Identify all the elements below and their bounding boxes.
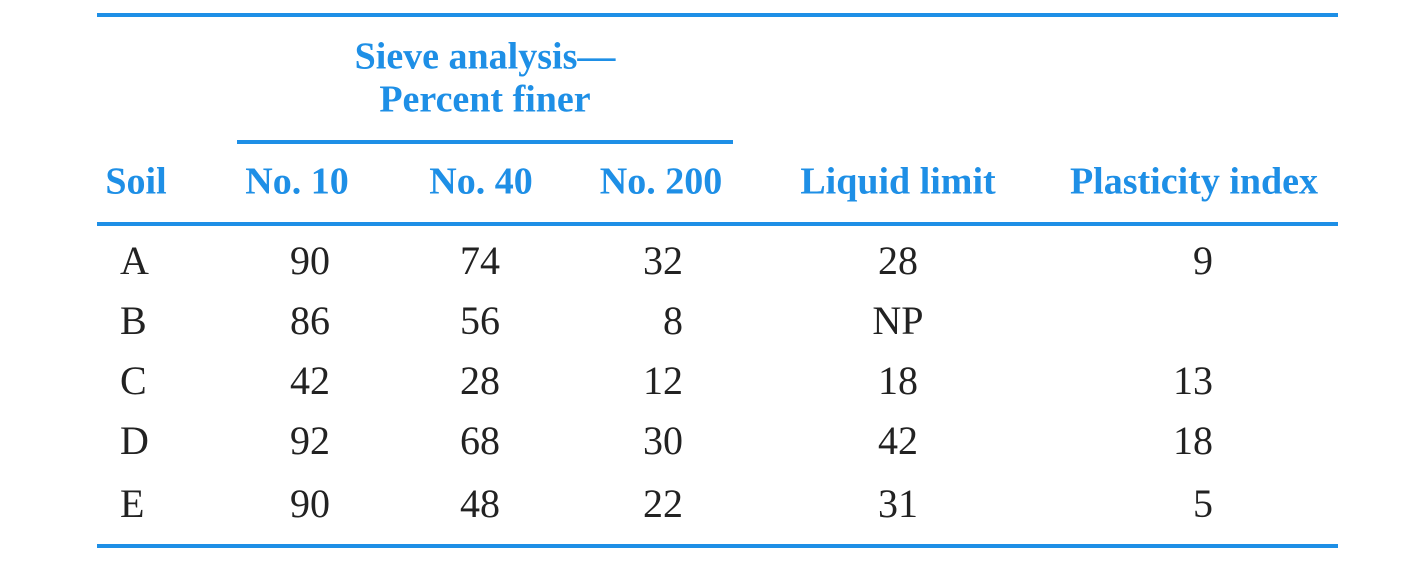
cell: 32 bbox=[643, 238, 683, 283]
cell: 31 bbox=[878, 481, 918, 526]
cell: 92 bbox=[290, 418, 330, 463]
row-label: D bbox=[120, 418, 149, 463]
column-header: No. 200 bbox=[600, 161, 722, 203]
cell: 12 bbox=[643, 358, 683, 403]
cell: 42 bbox=[878, 418, 918, 463]
cell: 90 bbox=[290, 481, 330, 526]
row-label: A bbox=[120, 238, 149, 283]
cell: 30 bbox=[643, 418, 683, 463]
cell: 56 bbox=[460, 298, 500, 343]
cell: 5 bbox=[1193, 481, 1213, 526]
cell: NP bbox=[872, 298, 923, 343]
column-header: No. 10 bbox=[245, 161, 348, 203]
cell: 28 bbox=[460, 358, 500, 403]
column-header: No. 40 bbox=[429, 161, 532, 203]
group-header: Percent finer bbox=[379, 79, 590, 121]
cell: 13 bbox=[1173, 358, 1213, 403]
cell: 28 bbox=[878, 238, 918, 283]
cell: 42 bbox=[290, 358, 330, 403]
cell: 74 bbox=[460, 238, 500, 283]
row-label: C bbox=[120, 358, 147, 403]
cell: 9 bbox=[1193, 238, 1213, 283]
group-header: Sieve analysis— bbox=[355, 36, 617, 78]
cell: 48 bbox=[460, 481, 500, 526]
cell: 22 bbox=[643, 481, 683, 526]
cell: 18 bbox=[1173, 418, 1213, 463]
column-header: Soil bbox=[105, 161, 166, 203]
row-label: B bbox=[120, 298, 147, 343]
cell: 8 bbox=[663, 298, 683, 343]
cell: 86 bbox=[290, 298, 330, 343]
column-header: Liquid limit bbox=[800, 161, 996, 203]
cell: 68 bbox=[460, 418, 500, 463]
column-header: Plasticity index bbox=[1070, 161, 1318, 203]
cell: 90 bbox=[290, 238, 330, 283]
row-label: E bbox=[120, 481, 144, 526]
cell: 18 bbox=[878, 358, 918, 403]
